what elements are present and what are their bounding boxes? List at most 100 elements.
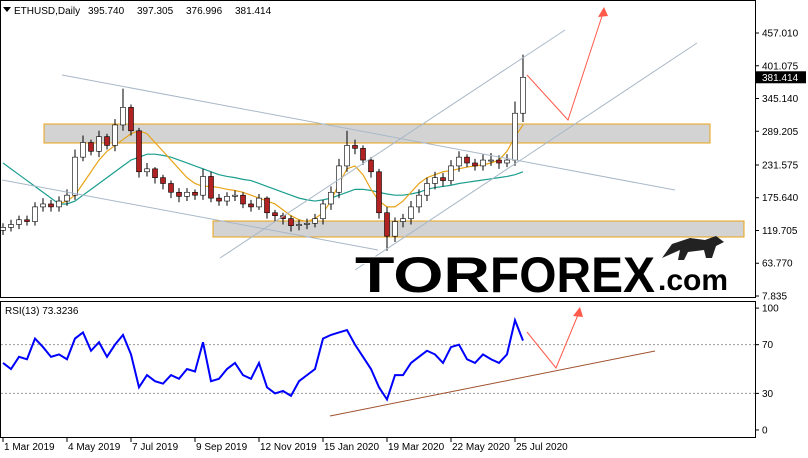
candle-body: [376, 171, 382, 214]
candle-body: [448, 165, 454, 181]
y-tick-label: 345.140: [762, 94, 799, 105]
x-tick-label: 19 Mar 2020: [388, 442, 445, 453]
candle-body: [32, 206, 38, 222]
candle-body: [224, 196, 230, 202]
candle-body: [472, 162, 478, 167]
candle-body: [328, 191, 334, 205]
candle-body: [16, 219, 22, 225]
candle-body: [72, 156, 78, 196]
candle-body: [40, 203, 46, 208]
candle-body: [384, 212, 390, 237]
ohlc-readout: 376.996: [186, 6, 223, 17]
trend-line: [61, 74, 676, 191]
y-tick-label: 0: [762, 425, 768, 436]
header-marker: [3, 7, 11, 12]
channel-line: [219, 29, 566, 259]
ohlc-readout: 381.414: [235, 6, 272, 17]
y-tick-label: 401.075: [762, 61, 799, 72]
candle-body: [440, 177, 446, 181]
candle-body: [208, 176, 214, 199]
support-zone: [212, 220, 745, 238]
candle-body: [168, 183, 174, 193]
indicator-line: [2, 153, 524, 205]
candle-body: [392, 221, 398, 237]
y-tick-label: 119.705: [762, 226, 798, 237]
y-tick-label: 70: [762, 340, 774, 351]
candle-body: [136, 130, 142, 173]
rsi-panel: [0, 301, 756, 438]
y-tick-label: 457.010: [762, 29, 799, 40]
candle-body: [112, 124, 118, 146]
candle-body: [120, 107, 126, 126]
y-tick-label: 175.640: [762, 193, 799, 204]
candle-body: [48, 203, 54, 208]
candle-body: [344, 145, 350, 167]
candle-body: [304, 222, 310, 225]
trend-line: [1, 179, 379, 251]
y-tick-label: 100: [762, 304, 779, 315]
x-tick-label: 15 Jan 2020: [324, 442, 379, 453]
candle-body: [416, 194, 422, 208]
candle-body: [488, 159, 494, 162]
y-tick-label: 231.575: [762, 160, 799, 171]
candle-body: [456, 156, 462, 167]
candle-body: [256, 197, 262, 208]
candle-body: [152, 168, 158, 178]
candle-body: [240, 194, 246, 205]
candle-body: [184, 191, 190, 197]
x-tick-label: 9 Sep 2019: [196, 442, 248, 453]
symbol-title: ETHUSD,Daily: [14, 6, 80, 17]
y-tick-label: 7.835: [762, 291, 787, 302]
arrow-head: [573, 307, 583, 317]
rsi-title: RSI(13) 73.3236: [5, 306, 79, 317]
candle-body: [104, 136, 110, 146]
candle-body: [160, 177, 166, 184]
candle-body: [128, 107, 134, 132]
candle-body: [56, 200, 62, 208]
x-tick-label: 4 May 2019: [68, 442, 121, 453]
candle-body: [464, 156, 470, 164]
rsi-trend-line: [329, 350, 656, 417]
candle-body: [320, 203, 326, 219]
candle-body: [8, 224, 14, 228]
candle-body: [520, 76, 526, 114]
candle-body: [200, 176, 206, 196]
y-tick-label: 30: [762, 389, 774, 400]
candle-body: [424, 183, 430, 196]
bull-logo: [662, 236, 724, 260]
candle-body: [288, 218, 294, 226]
candle-body: [408, 206, 414, 219]
y-tick-label: 63.770: [762, 259, 793, 270]
annotations: [1, 7, 698, 417]
candle-body: [80, 142, 86, 158]
candle-body: [64, 194, 70, 202]
watermark-tor: TOR: [355, 247, 490, 303]
arrow-head: [598, 7, 608, 17]
x-tick-label: 7 Jul 2019: [132, 442, 179, 453]
channel-line: [354, 42, 698, 271]
resistance-zone: [43, 123, 711, 144]
candle-body: [504, 159, 510, 164]
candle-body: [312, 218, 318, 224]
candle-body: [480, 159, 486, 167]
watermark: TOR FOREX .com: [354, 236, 729, 304]
candle-body: [88, 142, 94, 152]
forecast-arrow: [526, 9, 605, 121]
candle-body: [352, 145, 358, 149]
ohlc-readout: 395.740: [88, 6, 125, 17]
candle-body: [360, 148, 366, 161]
candle-body: [24, 219, 30, 222]
candle-body: [296, 224, 302, 226]
indicator-line: [2, 316, 524, 402]
candle-body: [176, 191, 182, 197]
x-tick-label: 12 Nov 2019: [260, 442, 317, 453]
price-panel: [0, 0, 756, 298]
x-tick-label: 1 Mar 2019: [4, 442, 55, 453]
rsi-forecast-arrow: [526, 309, 581, 369]
candle-body: [232, 194, 238, 197]
candle-body: [496, 159, 502, 164]
candle-body: [96, 136, 102, 152]
candle-body: [216, 197, 222, 202]
x-tick-label: 25 Jul 2020: [516, 442, 568, 453]
